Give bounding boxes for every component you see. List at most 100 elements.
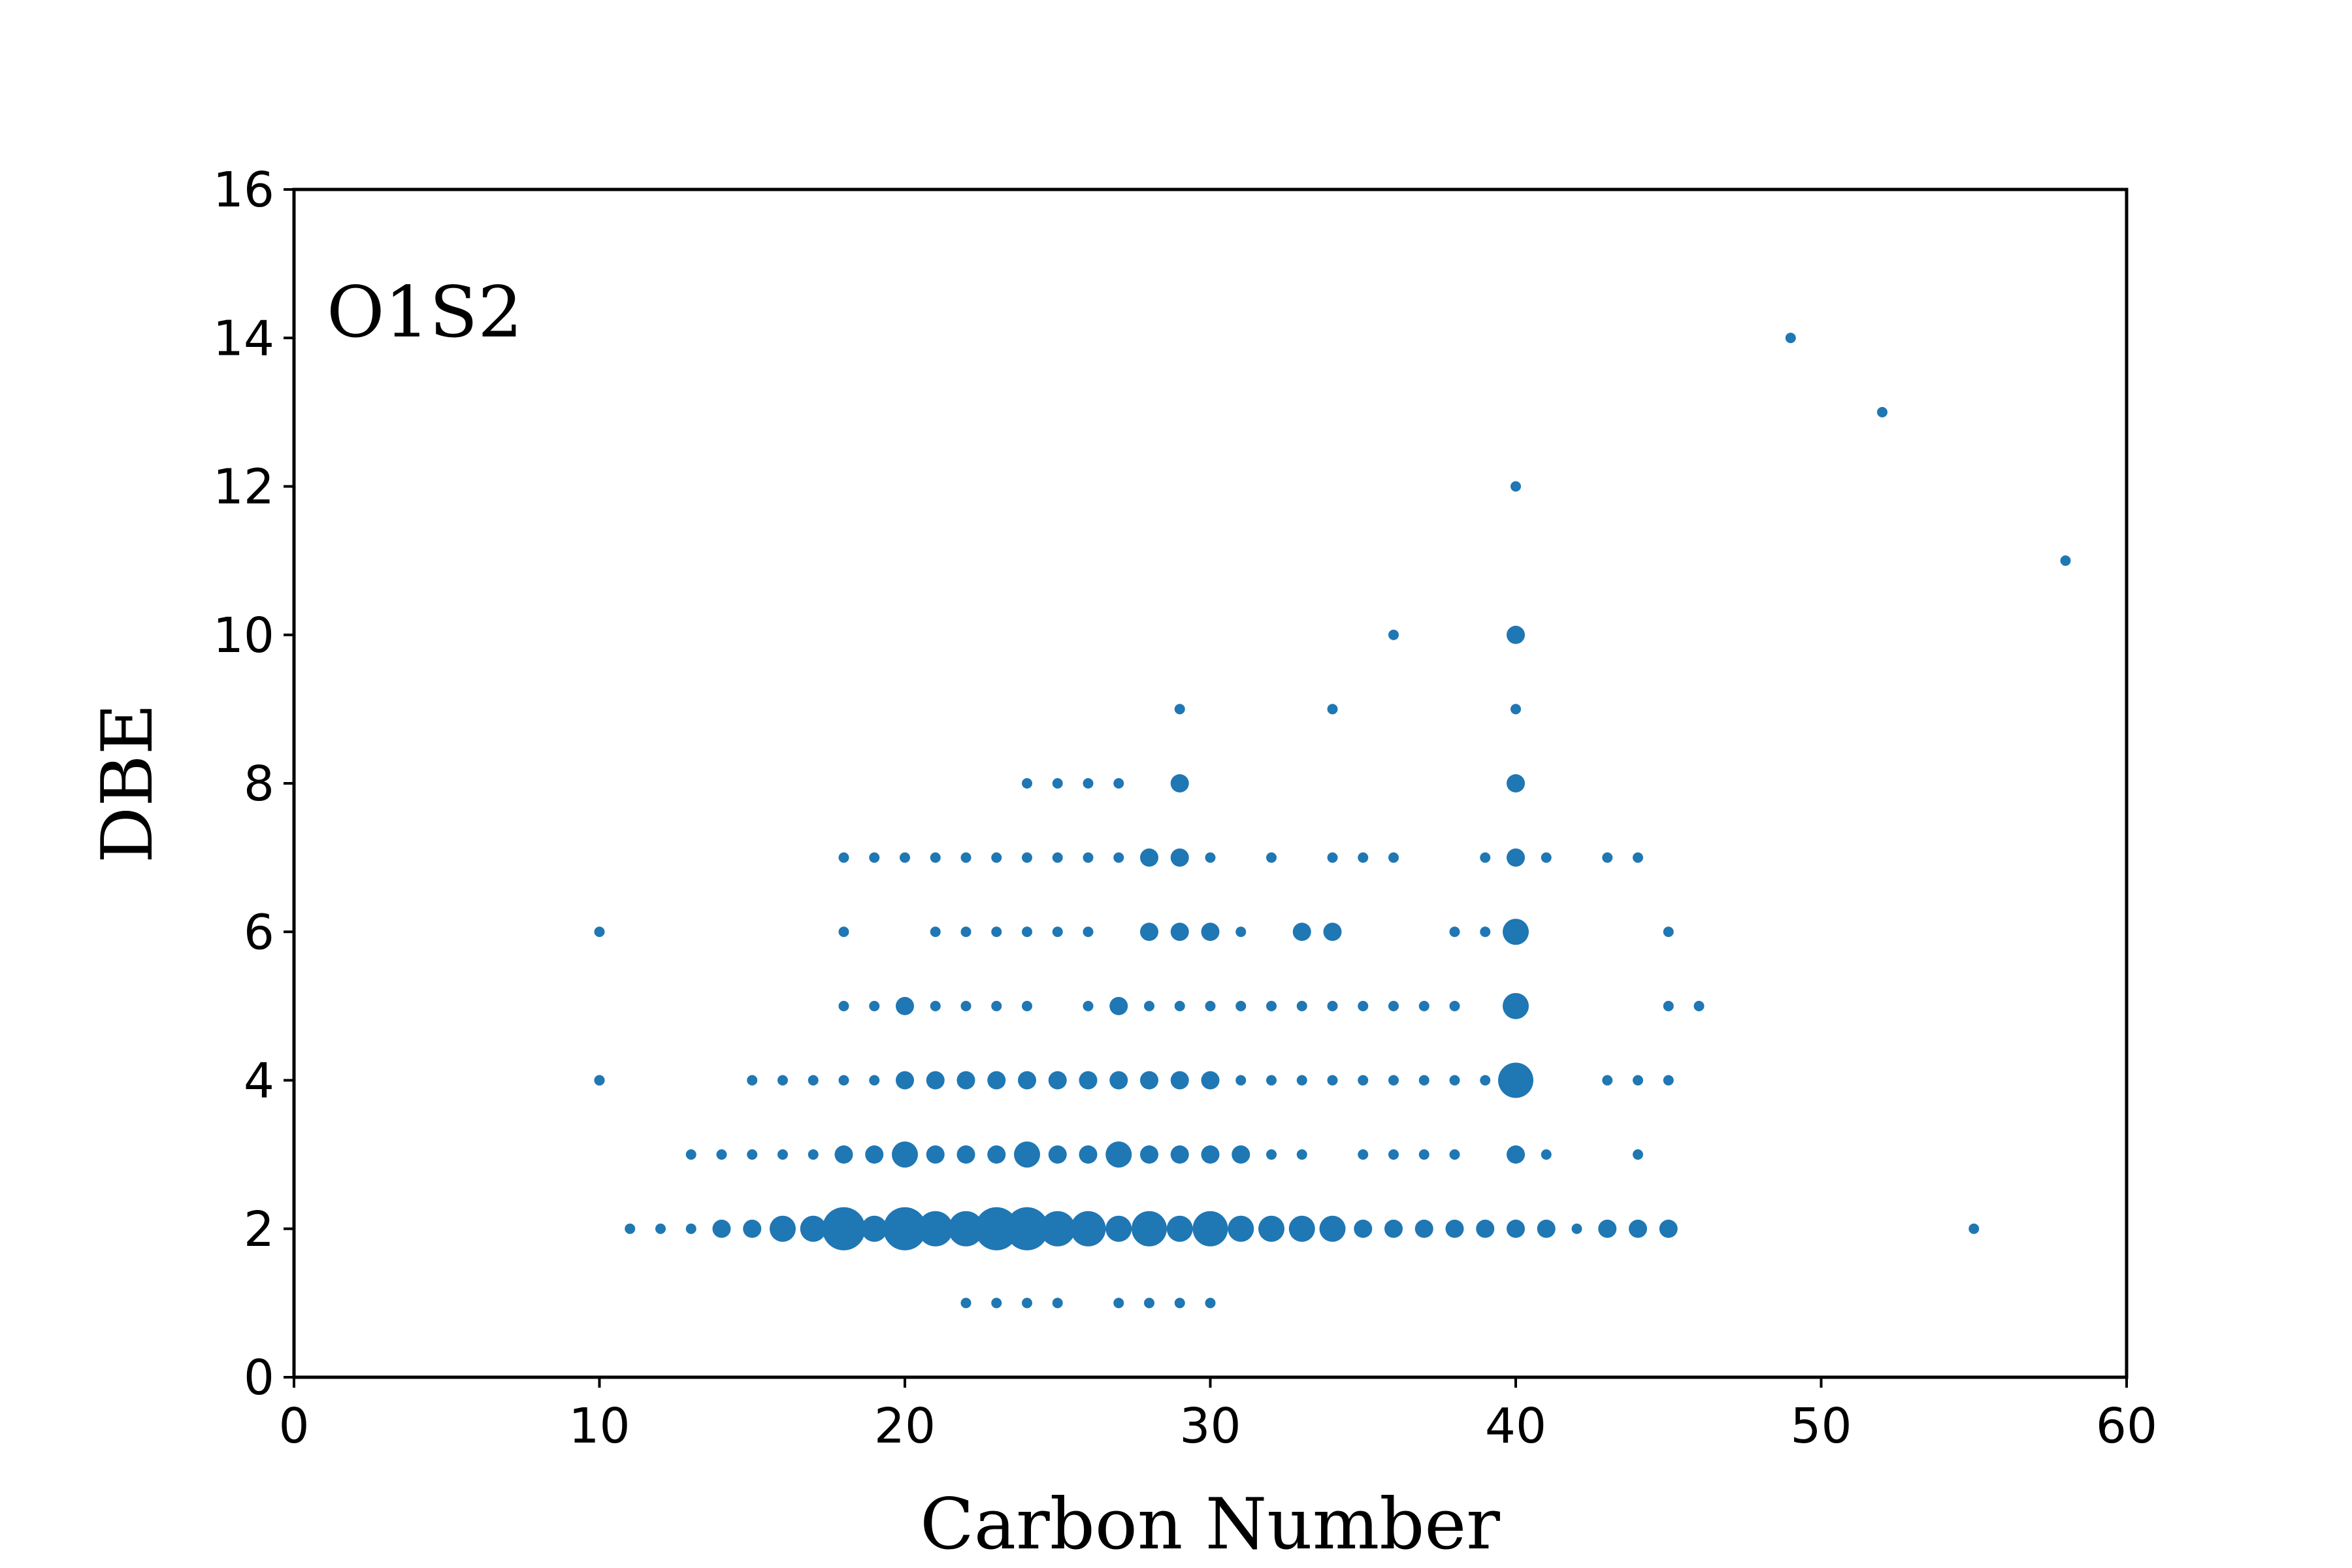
data-point — [1327, 1000, 1338, 1011]
data-point — [991, 1298, 1002, 1309]
data-point — [1327, 704, 1338, 715]
data-point — [838, 1000, 849, 1011]
data-point — [1174, 704, 1185, 715]
data-point — [896, 1071, 914, 1090]
data-point — [1174, 1000, 1185, 1011]
data-point — [1663, 1000, 1674, 1011]
x-tick-label: 50 — [1790, 1398, 1852, 1454]
data-point — [1232, 1145, 1250, 1164]
data-point — [1052, 852, 1063, 863]
data-point — [1170, 774, 1189, 792]
data-point — [948, 1211, 984, 1247]
data-point — [777, 1075, 788, 1086]
data-point — [1201, 1071, 1220, 1090]
data-point — [1388, 852, 1399, 863]
data-point — [1541, 852, 1552, 863]
data-point — [1480, 1075, 1491, 1086]
data-point — [1507, 625, 1525, 644]
data-point — [594, 1075, 605, 1086]
data-point — [1201, 923, 1220, 941]
data-point — [1048, 1145, 1067, 1164]
data-point — [1052, 1298, 1063, 1309]
data-point — [991, 926, 1002, 938]
data-point — [685, 1149, 696, 1160]
data-point — [930, 852, 941, 863]
data-point — [869, 852, 880, 863]
data-point — [991, 852, 1002, 863]
data-point — [1235, 1000, 1247, 1011]
data-point — [2060, 555, 2071, 566]
data-point — [1166, 1215, 1193, 1242]
y-tick-label: 16 — [213, 162, 274, 218]
y-tick-label: 2 — [244, 1201, 274, 1258]
data-point — [838, 852, 849, 863]
data-point — [1388, 629, 1399, 640]
data-point — [869, 1075, 880, 1086]
data-point — [1205, 852, 1216, 863]
y-tick-label: 8 — [244, 756, 274, 812]
data-point — [956, 1071, 975, 1090]
data-point — [1109, 1071, 1128, 1090]
data-point — [1968, 1223, 1980, 1234]
data-point — [1571, 1223, 1582, 1234]
y-axis-ticks: 0 2 4 6 8 10 12 14 16 — [213, 162, 294, 1406]
data-point — [987, 1145, 1006, 1164]
data-point — [1205, 1298, 1216, 1309]
data-point — [1140, 1145, 1158, 1164]
y-tick-label: 4 — [244, 1053, 274, 1109]
data-point — [1663, 926, 1674, 938]
data-point — [930, 926, 941, 938]
data-point — [960, 926, 972, 938]
data-point — [1358, 1000, 1369, 1011]
data-point — [960, 1000, 972, 1011]
data-point — [1511, 704, 1521, 715]
data-point — [1140, 1071, 1158, 1090]
data-point — [1018, 1071, 1036, 1090]
data-point — [1480, 926, 1491, 938]
data-point — [1498, 1062, 1533, 1098]
data-point — [1449, 1075, 1460, 1086]
data-point — [1022, 926, 1032, 938]
data-point — [1507, 1145, 1525, 1164]
data-point — [1170, 1071, 1189, 1090]
data-point — [1266, 852, 1277, 863]
data-point — [1292, 923, 1311, 941]
data-point — [747, 1075, 758, 1086]
data-point — [1235, 926, 1247, 938]
data-point — [1503, 992, 1529, 1019]
data-point — [1105, 1215, 1132, 1242]
data-point — [956, 1145, 975, 1164]
data-point — [747, 1149, 758, 1160]
data-point — [1418, 1075, 1429, 1086]
data-point — [1511, 481, 1521, 492]
data-point — [1022, 778, 1032, 789]
data-point — [1414, 1219, 1433, 1238]
data-point — [770, 1215, 796, 1242]
data-point — [1022, 1298, 1032, 1309]
data-point — [930, 1000, 941, 1011]
data-point — [1228, 1215, 1254, 1242]
data-point — [1170, 1145, 1189, 1164]
data-point — [1507, 848, 1525, 867]
data-point — [1358, 1149, 1369, 1160]
data-point — [960, 1298, 972, 1309]
data-point — [1052, 926, 1063, 938]
data-point — [1663, 1075, 1674, 1086]
data-point — [1602, 852, 1613, 863]
data-point — [1785, 333, 1796, 344]
data-point — [1541, 1149, 1552, 1160]
data-point — [1476, 1219, 1495, 1238]
y-tick-label: 0 — [244, 1350, 274, 1406]
data-point — [1480, 852, 1491, 863]
data-point — [1358, 1075, 1369, 1086]
data-point — [1022, 1000, 1032, 1011]
data-point — [861, 1215, 888, 1242]
data-point — [655, 1223, 666, 1234]
data-point — [1113, 778, 1124, 789]
data-point — [712, 1219, 731, 1238]
data-point — [1140, 923, 1158, 941]
data-point — [960, 852, 972, 863]
y-axis-title: DBE — [87, 704, 169, 864]
data-point — [1266, 1149, 1277, 1160]
